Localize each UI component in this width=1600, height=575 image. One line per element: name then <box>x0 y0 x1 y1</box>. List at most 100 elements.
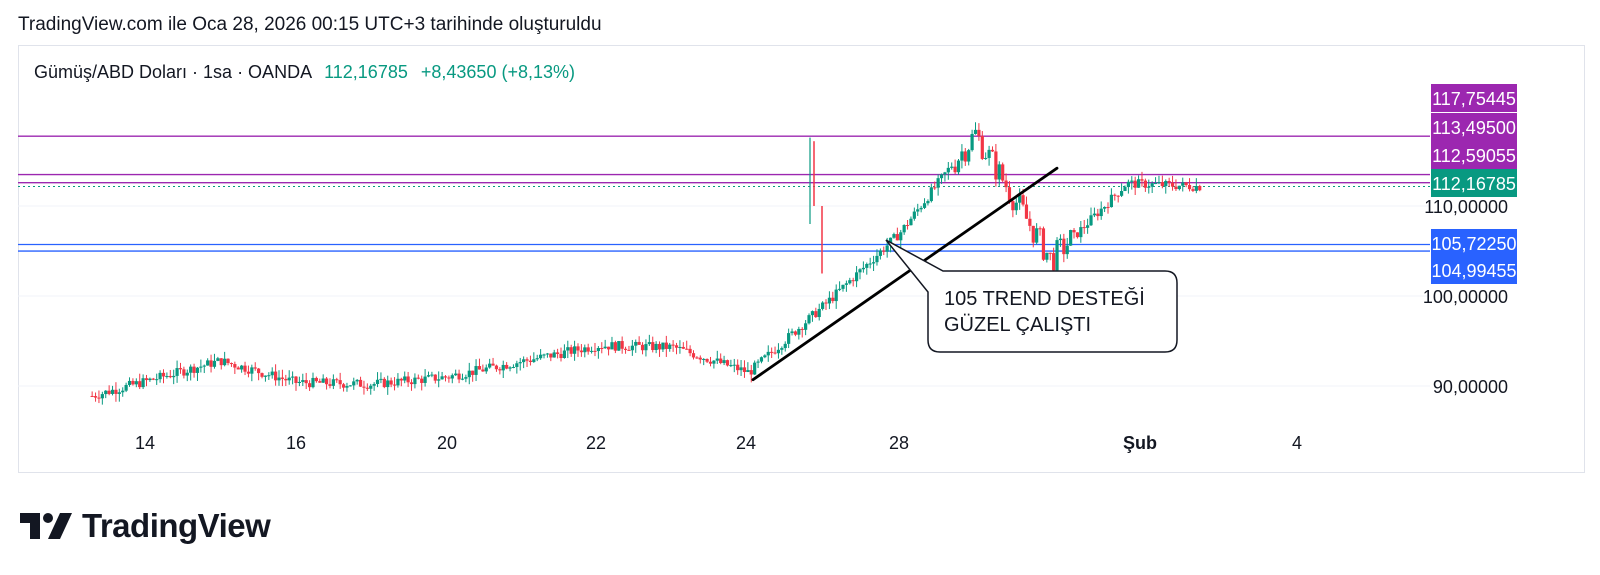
candle-body <box>219 358 223 366</box>
candle-body <box>494 365 499 370</box>
candle-body <box>389 380 393 385</box>
candle-body <box>787 333 791 344</box>
candle-body <box>416 377 420 379</box>
candle-body <box>821 302 825 309</box>
candle-body <box>861 267 865 270</box>
candle-body <box>549 353 553 358</box>
candle-body <box>871 262 876 264</box>
candle-body <box>304 380 308 384</box>
price-axis-label: 117,75445 <box>1432 89 1516 109</box>
candle-body <box>719 358 723 364</box>
candle-body <box>770 351 774 353</box>
candle-body <box>151 378 155 380</box>
candle-body <box>209 360 213 367</box>
candle-body <box>392 384 397 386</box>
candle-body <box>144 378 149 381</box>
candle-body <box>321 378 325 383</box>
candle-body <box>1191 189 1195 191</box>
candle-body <box>708 361 713 364</box>
candle-body <box>970 133 974 151</box>
candle-body <box>1031 225 1035 243</box>
candle-body <box>1143 180 1147 188</box>
candle-body <box>131 380 135 385</box>
candle-body <box>973 129 978 134</box>
candle-body <box>1109 194 1113 208</box>
candle-body <box>467 370 471 378</box>
candle-body <box>661 342 665 350</box>
candle-body <box>1035 228 1039 243</box>
candle-body <box>518 362 522 364</box>
candle-body <box>141 378 145 388</box>
candle-body <box>110 389 115 394</box>
annotation-line-1: 105 TREND DESTEĞİ <box>944 287 1145 310</box>
candle-body <box>250 367 254 374</box>
candle-body <box>793 331 798 335</box>
candle-body <box>1153 183 1158 185</box>
brand-name: TradingView <box>82 507 271 544</box>
candle-body <box>749 370 753 375</box>
candle-body <box>399 378 403 381</box>
candle-body <box>1099 208 1103 217</box>
candle-body <box>912 211 916 219</box>
candle-body <box>559 353 563 359</box>
candle-body <box>409 382 414 385</box>
candle-body <box>341 384 346 388</box>
candle-body <box>1106 207 1110 209</box>
candle-body <box>814 311 818 318</box>
candle-body <box>1187 184 1192 190</box>
candle-body <box>579 350 583 353</box>
x-tick-label: 22 <box>586 433 606 453</box>
price-axis-label-box <box>1431 256 1517 284</box>
candle-body <box>291 376 295 378</box>
candle-body <box>732 364 736 366</box>
candle-body <box>909 218 913 226</box>
candle-body <box>620 341 624 349</box>
trend-line <box>751 166 1059 382</box>
candle-body <box>1041 228 1046 260</box>
annotation-callout <box>885 239 1178 353</box>
tradingview-logo-icon <box>20 513 72 539</box>
candle-body <box>440 376 444 380</box>
candle-body <box>916 209 920 212</box>
candle-body <box>834 289 838 302</box>
candle-body <box>960 151 964 161</box>
candle-body <box>437 379 441 381</box>
candle-body <box>433 374 437 381</box>
price-axis-label: 112,16785 <box>1432 174 1516 194</box>
candle-body <box>593 350 597 352</box>
candle-body <box>739 367 743 371</box>
candle-body <box>501 364 505 371</box>
candle-body <box>280 377 285 379</box>
candle-body <box>698 357 702 360</box>
candle-body <box>943 172 947 175</box>
candle-body <box>878 250 882 256</box>
candle-body <box>158 372 162 380</box>
symbol-title: Gümüş/ABD Doları · 1sa · OANDA <box>34 62 312 82</box>
price-axis-label-box <box>1431 141 1517 169</box>
candle-body <box>1072 230 1076 233</box>
candle-body <box>610 342 614 350</box>
candle-body <box>515 363 519 367</box>
candle-body <box>1001 164 1005 181</box>
candle-body <box>297 381 301 383</box>
price-change: +8,43650 (+8,13%) <box>420 62 575 82</box>
candle-body <box>335 379 339 381</box>
candle-body <box>257 368 261 374</box>
candle-body <box>790 331 794 334</box>
candle-body <box>403 376 407 381</box>
footer-logo: TradingView <box>20 507 271 545</box>
candle-body <box>838 288 842 290</box>
candle-body <box>454 373 458 376</box>
candle-body <box>345 386 349 388</box>
candle-body <box>875 255 879 263</box>
candle-body <box>457 373 461 380</box>
symbol-legend: Gümüş/ABD Doları · 1sa · OANDA 112,16785… <box>34 62 575 83</box>
candle-body <box>1058 238 1063 241</box>
candle-body <box>93 396 98 398</box>
candle-body <box>1147 186 1151 188</box>
candle-body <box>630 345 634 351</box>
candle-body <box>161 372 166 377</box>
candle-body <box>997 164 1001 180</box>
x-tick-label: 14 <box>135 433 155 453</box>
